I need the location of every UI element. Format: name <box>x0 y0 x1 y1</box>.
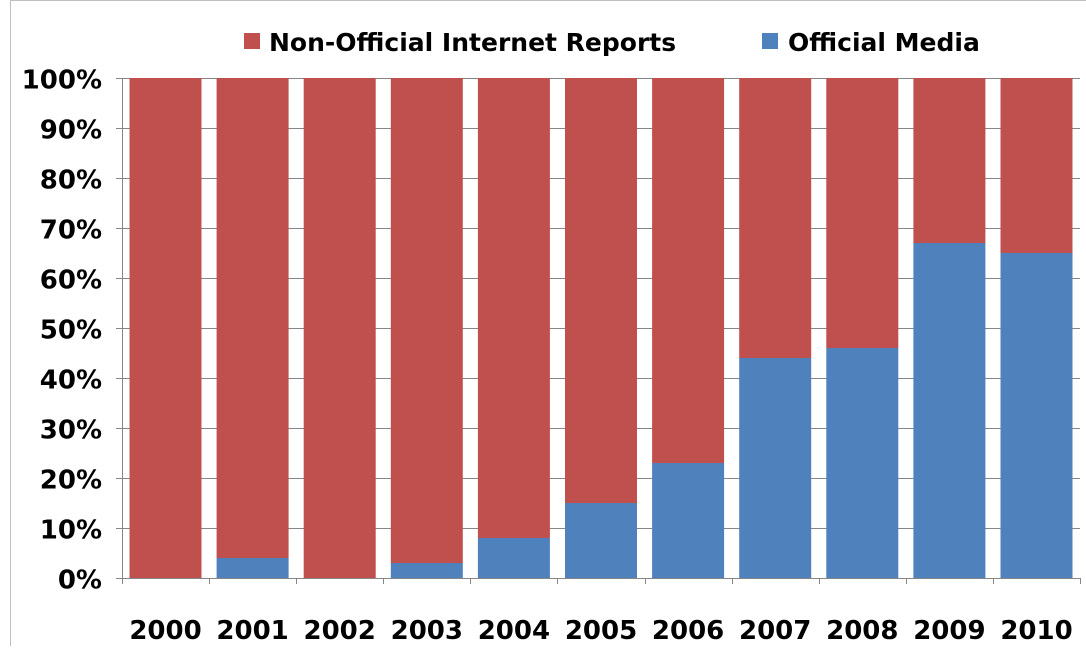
bar-segment-official-media <box>652 463 724 578</box>
x-tick-label: 2009 <box>913 616 985 646</box>
y-tick-label: 50% <box>40 316 102 346</box>
bar-segment-non-official <box>826 78 898 348</box>
y-tick-labels: 0% 10% 20% 30% 40% 50% 60% 70% 80% 90% 100% <box>22 66 102 596</box>
bar-segment-official-media <box>913 243 985 578</box>
bar-segment-non-official <box>565 78 637 503</box>
x-tick-label: 2006 <box>652 616 724 646</box>
y-tick-label: 100% <box>22 66 102 96</box>
x-tick-label: 2004 <box>478 616 550 646</box>
y-tick-label: 40% <box>40 366 102 396</box>
x-tick-label: 2007 <box>739 616 811 646</box>
legend-swatch-official-media <box>762 33 778 49</box>
bar-segment-official-media <box>217 558 289 578</box>
bar-segment-non-official <box>1001 78 1073 253</box>
bar-segment-official-media <box>826 348 898 578</box>
bar-segment-non-official <box>130 78 202 578</box>
legend-swatch-non-official <box>244 33 260 49</box>
bar-segment-non-official <box>391 78 463 563</box>
y-tick-label: 0% <box>58 566 102 596</box>
bar-segment-non-official <box>913 78 985 243</box>
bars <box>130 78 1073 578</box>
bar-segment-official-media <box>739 358 811 578</box>
bar-segment-non-official <box>304 78 376 578</box>
x-tick-label: 2001 <box>216 616 288 646</box>
x-tick-label: 2010 <box>1000 616 1072 646</box>
x-tick-label: 2005 <box>565 616 637 646</box>
y-tick-label: 10% <box>40 516 102 546</box>
bar-segment-official-media <box>478 538 550 578</box>
legend: Non-Official Internet Reports Official M… <box>244 28 980 57</box>
y-tick-label: 60% <box>40 266 102 296</box>
x-tick-label: 2000 <box>129 616 201 646</box>
legend-label-official-media: Official Media <box>788 28 980 57</box>
bar-segment-official-media <box>1001 253 1073 578</box>
legend-label-non-official: Non-Official Internet Reports <box>269 28 676 57</box>
bar-segment-non-official <box>739 78 811 358</box>
y-tick-label: 70% <box>40 216 102 246</box>
bar-segment-non-official <box>652 78 724 463</box>
bar-segment-official-media <box>565 503 637 578</box>
y-tick-label: 90% <box>40 116 102 146</box>
bar-segment-official-media <box>391 563 463 578</box>
bar-segment-non-official <box>217 78 289 558</box>
x-tick-label: 2003 <box>391 616 463 646</box>
y-tick-label: 20% <box>40 466 102 496</box>
y-tick-label: 80% <box>40 166 102 196</box>
x-tick-label: 2002 <box>304 616 376 646</box>
x-tick-label: 2008 <box>826 616 898 646</box>
bar-segment-non-official <box>478 78 550 538</box>
y-tick-label: 30% <box>40 416 102 446</box>
x-tick-labels: 2000 2001 2002 2003 2004 2005 2006 2007 2008 2009… <box>129 616 1072 646</box>
